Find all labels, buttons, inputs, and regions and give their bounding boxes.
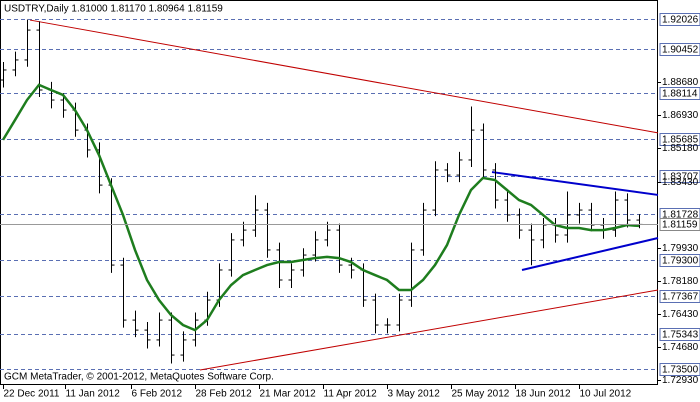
- y-tick-label: 1.79930: [662, 243, 699, 254]
- ohlc-bar: [444, 163, 451, 183]
- x-tick-label: 11 Apr 2012: [324, 389, 378, 400]
- level-label-box: [659, 363, 700, 376]
- ohlc-bar: [144, 321, 151, 349]
- level-label: 1.90452: [662, 45, 699, 56]
- ohlc-bar: [384, 318, 391, 334]
- x-tick-label: 6 Feb 2012: [132, 389, 183, 400]
- ohlc-bar: [504, 191, 511, 222]
- y-tick-label: 1.74680: [662, 342, 699, 353]
- ohlc-bar: [132, 310, 139, 338]
- level-label: 1.79300: [662, 256, 699, 267]
- ohlc-bar: [564, 191, 571, 243]
- ohlc-bar: [456, 151, 463, 183]
- ohlc-bar: [468, 106, 475, 167]
- x-tick-label: 21 Mar 2012: [260, 389, 317, 400]
- ohlc-bar: [528, 223, 535, 266]
- ohlc-bar: [288, 263, 295, 288]
- current-price-label: 1.81159: [662, 220, 698, 231]
- ohlc-bar: [576, 202, 583, 224]
- ohlc-bar: [396, 293, 403, 332]
- ohlc-bar: [180, 331, 187, 362]
- y-tick-label: 1.83430: [662, 177, 699, 188]
- trend-line: [29, 19, 659, 134]
- ohlc-bar: [408, 242, 415, 307]
- ohlc-bar: [48, 81, 55, 109]
- ohlc-bar: [252, 195, 259, 237]
- ohlc-bar: [24, 19, 31, 67]
- level-label: 1.85685: [662, 135, 699, 146]
- level-label-box: [659, 254, 700, 267]
- y-tick-label: 1.78180: [662, 276, 699, 287]
- level-label-box: [659, 133, 700, 146]
- ohlc-bar: [12, 51, 19, 77]
- level-label-box: [659, 290, 700, 303]
- y-tick-label: 1.72930: [662, 375, 699, 386]
- level-label: 1.88114: [662, 89, 698, 100]
- level-label: 1.81728: [662, 210, 699, 221]
- level-label-box: [659, 13, 700, 26]
- ohlc-bar: [276, 242, 283, 288]
- ohlc-bar: [228, 233, 235, 277]
- x-tick-label: 25 May 2012: [452, 389, 510, 400]
- level-label: 1.77367: [662, 292, 699, 303]
- ohlc-bar: [420, 202, 427, 256]
- ohlc-bar: [336, 223, 343, 273]
- ohlc-bar: [264, 202, 271, 258]
- ohlc-bar: [0, 62, 7, 88]
- trend-line: [521, 237, 659, 271]
- y-tick-label: 1.76430: [662, 309, 699, 320]
- trend-line: [491, 171, 659, 196]
- ohlc-bar: [240, 221, 247, 247]
- x-tick-label: 28 Feb 2012: [196, 389, 253, 400]
- y-tick-label: 1.88680: [662, 77, 699, 88]
- level-label: 1.92026: [662, 15, 699, 26]
- ohlc-bar: [540, 217, 547, 249]
- level-label-box: [659, 328, 700, 341]
- level-label-box: [659, 170, 700, 183]
- ohlc-bar: [516, 208, 523, 239]
- level-label: 1.73500: [662, 365, 699, 376]
- x-tick-label: 3 May 2012: [388, 389, 441, 400]
- ohlc-bar: [480, 123, 487, 179]
- current-price-box: [659, 218, 700, 231]
- chart-title: USDTRY,Daily 1.81000 1.81170 1.80964 1.8…: [4, 4, 223, 15]
- ohlc-bar: [552, 217, 559, 243]
- ohlc-bar: [120, 257, 127, 328]
- x-tick-label: 10 Jul 2012: [580, 389, 632, 400]
- ohlc-bar: [372, 293, 379, 334]
- ohlc-bar: [156, 312, 163, 347]
- level-label: 1.83707: [662, 172, 699, 183]
- ohlc-bar: [168, 312, 175, 364]
- ohlc-bar: [588, 202, 595, 232]
- footer: GCM MetaTrader, © 2001-2012, MetaQuotes …: [4, 372, 274, 383]
- x-tick-label: 18 Jun 2012: [516, 389, 571, 400]
- ohlc-bar: [492, 163, 499, 209]
- ohlc-bar: [612, 191, 619, 237]
- plot-frame: [0, 0, 658, 385]
- ohlc-bar: [432, 161, 439, 217]
- level-label-box: [659, 87, 700, 100]
- ohlc-bar: [324, 221, 331, 247]
- ohlc-bar: [312, 231, 319, 262]
- ohlc-bar: [624, 193, 631, 228]
- y-tick-label: 1.85180: [662, 143, 699, 154]
- level-label: 1.75343: [662, 330, 699, 341]
- ohlc-bar: [300, 248, 307, 277]
- level-label-box: [659, 43, 700, 56]
- y-tick-label: 1.86930: [662, 110, 699, 121]
- x-tick-label: 22 Dec 2011: [4, 389, 60, 400]
- x-tick-label: 11 Jan 2012: [66, 389, 121, 400]
- trend-line: [199, 289, 659, 371]
- moving-average: [1, 83, 640, 332]
